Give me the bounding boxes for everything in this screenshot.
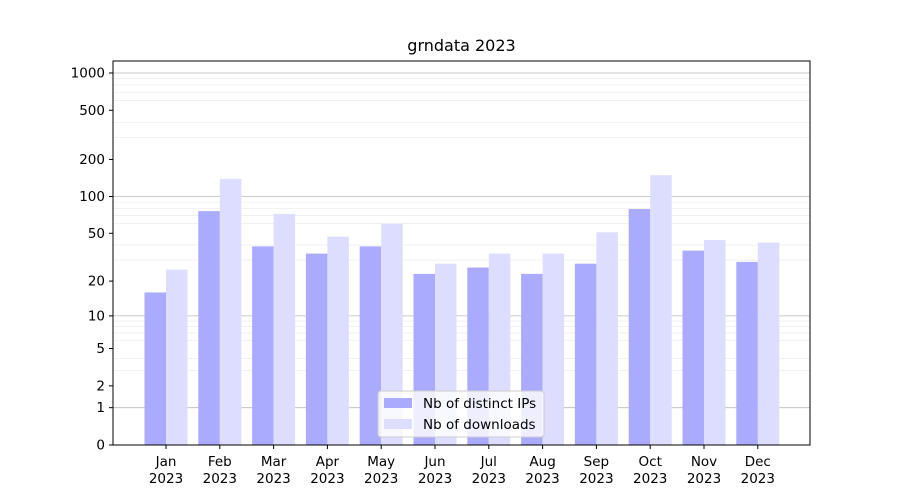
- legend-label: Nb of distinct IPs: [423, 396, 536, 412]
- x-tick-label-month: Aug: [529, 454, 555, 470]
- y-tick-label: 200: [79, 152, 105, 168]
- y-tick-label: 500: [79, 103, 105, 119]
- x-tick-label-month: Jul: [480, 454, 497, 470]
- bar-downloads-oct: [650, 175, 672, 445]
- x-tick-label-year: 2023: [472, 471, 506, 487]
- x-tick-label-year: 2023: [364, 471, 398, 487]
- y-tick-label: 5: [96, 341, 105, 357]
- bar-distinct-ips-nov: [682, 250, 704, 445]
- x-tick-label-month: Jun: [423, 454, 445, 470]
- x-tick-label-year: 2023: [741, 471, 775, 487]
- y-tick-label: 100: [79, 189, 105, 205]
- bar-downloads-may: [381, 223, 403, 445]
- legend-label: Nb of downloads: [423, 417, 536, 433]
- bar-distinct-ips-mar: [252, 246, 274, 445]
- x-tick-label-month: May: [367, 454, 395, 470]
- x-tick-label-year: 2023: [633, 471, 667, 487]
- bar-distinct-ips-dec: [736, 261, 758, 445]
- x-tick-label-month: Oct: [639, 454, 662, 470]
- x-tick-label-year: 2023: [256, 471, 290, 487]
- plot-frame: [112, 60, 811, 446]
- chart-title: grndata 2023: [407, 36, 515, 55]
- legend-swatch: [384, 398, 412, 408]
- bar-downloads-jan: [166, 269, 188, 445]
- y-tick-label: 0: [96, 438, 105, 454]
- legend-box: [377, 390, 545, 438]
- bar-downloads-apr: [327, 236, 349, 445]
- x-tick-label-month: Apr: [316, 454, 340, 470]
- x-tick-label-year: 2023: [579, 471, 613, 487]
- bar-downloads-nov: [704, 240, 726, 445]
- axes: 01251020501002005001000Jan2023Feb2023Mar…: [71, 60, 811, 487]
- bar-downloads-feb: [219, 178, 242, 445]
- x-tick-label-month: Jan: [155, 454, 177, 470]
- x-tick-label-year: 2023: [687, 471, 721, 487]
- y-tick-label: 20: [88, 274, 105, 290]
- x-tick-label-year: 2023: [203, 471, 237, 487]
- bar-downloads-mar: [273, 213, 296, 445]
- x-tick-label-month: Dec: [745, 454, 771, 470]
- bar-downloads-dec: [757, 242, 780, 445]
- x-tick-label-year: 2023: [418, 471, 452, 487]
- y-tick-label: 1: [96, 400, 105, 416]
- x-tick-label-month: Sep: [584, 454, 609, 470]
- x-tick-label-month: Nov: [691, 454, 717, 470]
- bar-distinct-ips-jan: [144, 292, 166, 445]
- bar-distinct-ips-may: [359, 246, 382, 445]
- y-tick-label: 2: [96, 378, 105, 394]
- legend: Nb of distinct IPs Nb of downloads: [377, 390, 545, 438]
- x-tick-label-year: 2023: [525, 471, 559, 487]
- y-tick-label: 50: [88, 226, 105, 242]
- y-tick-label: 1000: [71, 66, 105, 82]
- bar-distinct-ips-feb: [198, 211, 220, 445]
- x-tick-label-month: Feb: [208, 454, 232, 470]
- bar-downloads-sep: [596, 232, 618, 445]
- y-tick-label: 10: [88, 308, 105, 324]
- bar-downloads-aug: [542, 253, 565, 445]
- bar-distinct-ips-apr: [305, 253, 328, 445]
- x-tick-label-month: Mar: [261, 454, 287, 470]
- x-tick-label-year: 2023: [310, 471, 344, 487]
- x-tick-label-year: 2023: [149, 471, 183, 487]
- legend-swatch: [384, 419, 412, 429]
- bar-distinct-ips-oct: [628, 209, 651, 445]
- bar-distinct-ips-sep: [574, 263, 597, 445]
